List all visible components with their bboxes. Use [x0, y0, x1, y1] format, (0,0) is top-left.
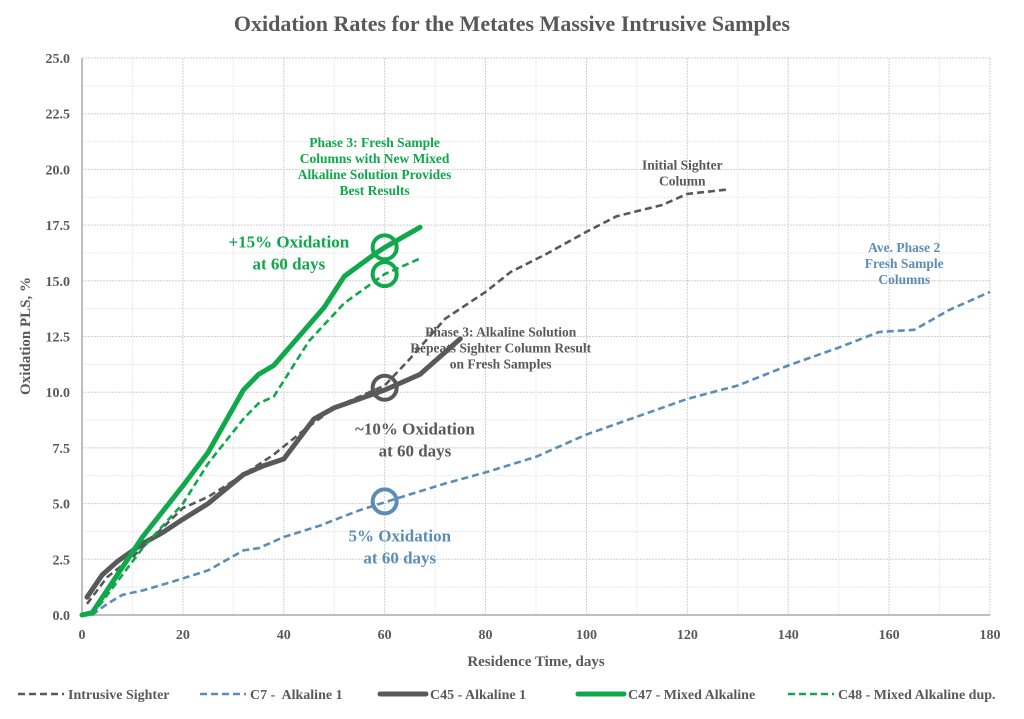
x-tick-label: 180 — [980, 628, 1001, 643]
annotation-line: ~10% Oxidation — [355, 420, 475, 439]
annotation-line: Ave. Phase 2 — [868, 240, 940, 255]
y-tick-label: 7.5 — [53, 442, 71, 457]
annotation-line: at 60 days — [252, 254, 325, 273]
x-tick-labels: 0 20 40 60 80 100 120 140 160 180 — [79, 628, 1001, 643]
highlight-circles — [370, 233, 399, 516]
annotation-line: Initial Sighter — [642, 157, 723, 172]
legend-label-c7-alkaline-1: C7 - Alkaline 1 — [250, 688, 343, 703]
annotation-line: Repeats Sighter Column Result — [410, 341, 591, 356]
series-lines — [79, 188, 991, 618]
annotation-line: Columns — [878, 272, 930, 287]
annotations: Phase 3: Fresh Sample Columns with New Mi… — [228, 135, 943, 567]
annotation-line: at 60 days — [363, 548, 436, 567]
annotation-line: 5% Oxidation — [349, 526, 452, 545]
c7-5pct-note: 5% Oxidation at 60 days — [349, 526, 452, 567]
x-tick-label: 40 — [277, 628, 291, 643]
annotation-line: Columns with New Mixed — [300, 151, 450, 166]
annotation-line: Phase 3: Fresh Sample — [309, 135, 440, 150]
y-tick-labels: 0.0 2.5 5.0 7.5 10.0 12.5 15.0 17.5 20.0 22.5 25.0 — [46, 52, 71, 624]
c45-10pct-note: ~10% Oxidation at 60 days — [355, 420, 475, 461]
annotation-line: at 60 days — [379, 442, 452, 461]
c48-60day-circle — [370, 260, 399, 289]
phase3-alkaline-note: Phase 3: Alkaline Solution Repeats Sighte… — [410, 325, 591, 372]
legend-label-c48-mixed-alkaline-dup: C48 - Mixed Alkaline dup. — [838, 688, 996, 703]
c47-60day-circle — [370, 233, 399, 262]
y-tick-label: 10.0 — [46, 386, 71, 401]
x-tick-label: 60 — [378, 628, 392, 643]
annotation-line: Alkaline Solution Provides — [298, 167, 452, 182]
y-axis-label: Oxidation PLS, % — [18, 277, 34, 395]
legend-label-c47-mixed-alkaline: C47 - Mixed Alkaline — [628, 688, 755, 703]
y-tick-label: 5.0 — [53, 498, 71, 513]
x-tick-label: 160 — [879, 628, 900, 643]
y-tick-label: 0.0 — [53, 609, 71, 624]
y-tick-label: 25.0 — [46, 52, 71, 67]
chart-title: Oxidation Rates for the Metates Massive … — [234, 11, 791, 36]
y-tick-label: 15.0 — [46, 275, 71, 290]
y-tick-label: 22.5 — [46, 108, 71, 123]
gridlines — [82, 57, 991, 615]
annotation-line: Best Results — [340, 183, 410, 198]
annotation-line: +15% Oxidation — [228, 232, 349, 251]
series-line-c48-mixed-alkaline-dup — [91, 257, 421, 616]
phase2-note: Ave. Phase 2 Fresh Sample Columns — [865, 240, 944, 287]
x-tick-label: 100 — [576, 628, 597, 643]
y-tick-label: 20.0 — [46, 163, 71, 178]
y-tick-label: 17.5 — [46, 219, 71, 234]
axes — [81, 58, 990, 616]
x-tick-label: 80 — [479, 628, 493, 643]
x-axis-label: Residence Time, days — [467, 654, 605, 670]
x-tick-label: 140 — [778, 628, 799, 643]
series-line-c7-alkaline-1 — [91, 290, 991, 617]
annotation-line: Fresh Sample — [865, 256, 944, 271]
legend: Intrusive Sighter C7 - Alkaline 1 C45 - Al… — [18, 688, 996, 703]
x-tick-label: 0 — [79, 628, 86, 643]
phase3-mixed-note: Phase 3: Fresh Sample Columns with New Mi… — [298, 135, 452, 198]
legend-label-c45-alkaline-1: C45 - Alkaline 1 — [430, 688, 526, 703]
series-line-c45-alkaline-1 — [84, 336, 463, 600]
annotation-line: Column — [659, 173, 706, 188]
x-tick-label: 120 — [677, 628, 698, 643]
c7-60day-circle — [370, 487, 399, 516]
annotation-line: Phase 3: Alkaline Solution — [425, 325, 577, 340]
c45-60day-circle — [370, 373, 399, 402]
c47-15pct-note: +15% Oxidation at 60 days — [228, 232, 349, 273]
initial-sighter-note: Initial Sighter Column — [642, 157, 723, 188]
y-tick-label: 12.5 — [46, 331, 71, 346]
x-tick-label: 20 — [176, 628, 190, 643]
legend-label-intrusive-sighter: Intrusive Sighter — [68, 688, 170, 703]
annotation-line: on Fresh Samples — [450, 357, 552, 372]
y-tick-label: 2.5 — [53, 553, 71, 568]
